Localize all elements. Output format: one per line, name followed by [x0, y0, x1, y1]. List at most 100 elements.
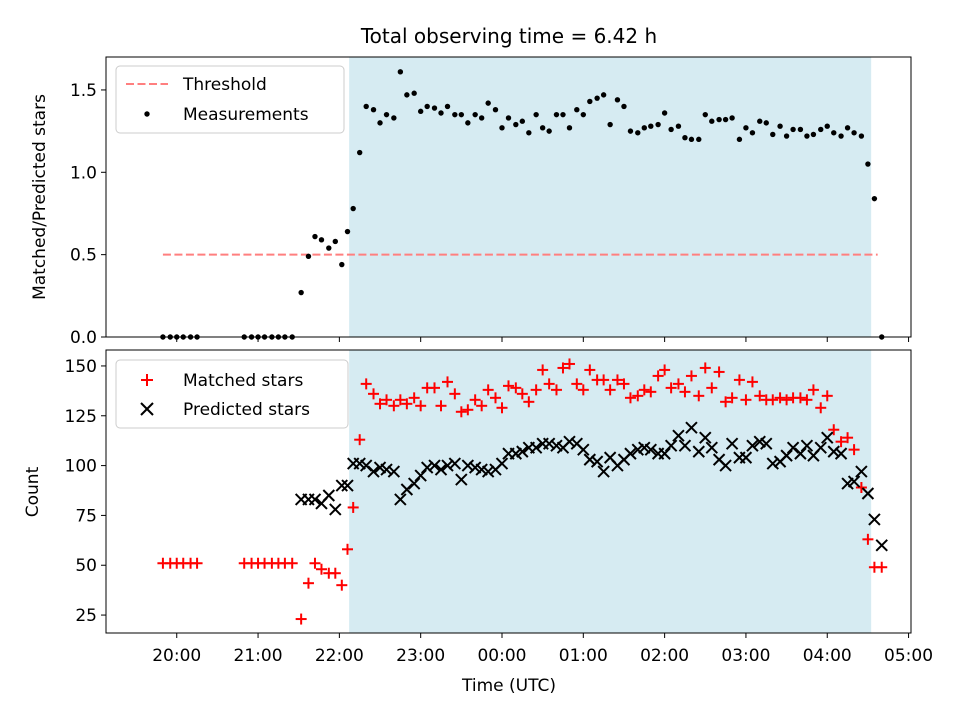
predicted-star-point	[341, 479, 354, 492]
legend-matched-label: Matched stars	[183, 371, 303, 391]
legend-predicted-marker	[140, 402, 154, 416]
measurement-point	[743, 125, 749, 131]
matched-star-point	[828, 424, 840, 436]
legend-predicted-label: Predicted stars	[183, 400, 310, 420]
measurement-point	[539, 125, 546, 131]
measurement-point	[485, 100, 491, 106]
predicted-star-point	[624, 447, 637, 460]
matched-star-point	[740, 394, 752, 406]
matched-star-point	[302, 577, 314, 589]
measurement-point	[458, 111, 465, 118]
measurement-point	[580, 111, 587, 118]
predicted-star-point	[699, 431, 712, 444]
x-tick-label: 23:00	[396, 646, 445, 666]
measurement-point	[298, 289, 304, 296]
matched-star-point	[624, 392, 636, 404]
matched-star-point	[659, 364, 671, 376]
matched-star-point	[618, 378, 630, 390]
matched-star-point	[685, 370, 697, 382]
matched-star-point	[360, 378, 372, 390]
measurement-point	[312, 233, 318, 240]
measurement-point	[790, 126, 796, 133]
matched-star-point	[855, 482, 867, 494]
bottom-legend-box	[115, 359, 349, 429]
predicted-star-point	[821, 431, 834, 444]
legend-measurements-label: Measurements	[183, 105, 309, 125]
matched-star-point	[706, 382, 718, 394]
matched-star-point	[368, 388, 380, 400]
matched-star-point	[801, 394, 813, 406]
measurement-point	[696, 136, 702, 143]
predicted-star-point	[387, 465, 401, 478]
matched-star-point	[604, 384, 616, 396]
x-tick-label: 02:00	[640, 646, 689, 666]
matched-star-point	[571, 378, 583, 390]
y-tick-label: 0.0	[70, 328, 97, 348]
top-legend-box	[115, 65, 345, 134]
measurement-point	[397, 69, 404, 75]
measurement-point	[492, 107, 499, 113]
matched-star-point	[774, 392, 786, 404]
y-tick-label: 75	[75, 506, 97, 526]
measurement-point	[675, 123, 682, 129]
matched-star-point	[286, 557, 298, 569]
matched-star-point	[632, 390, 644, 402]
measurement-point	[404, 92, 410, 98]
measurement-point	[505, 115, 512, 121]
predicted-star-point	[685, 421, 698, 434]
measurement-point	[478, 115, 485, 121]
measurement-point	[417, 108, 424, 115]
y-tick-label: 25	[75, 606, 97, 626]
matched-star-point	[394, 394, 406, 406]
measurement-point	[635, 130, 641, 136]
matched-star-point	[429, 382, 441, 394]
top-y-axis: 0.0 0.5 1.0 1.5	[70, 81, 106, 348]
predicted-star-point	[800, 439, 814, 452]
predicted-star-point	[590, 455, 604, 468]
predicted-star-point	[414, 469, 427, 482]
measurement-point	[553, 111, 560, 118]
predicted-star-point	[441, 459, 454, 472]
measurement-point	[444, 103, 451, 110]
measurement-point	[452, 111, 458, 118]
matched-star-point	[469, 394, 481, 406]
matched-star-point	[496, 402, 508, 414]
matched-star-point	[476, 400, 488, 412]
matched-star-point	[354, 434, 366, 446]
measurement-point	[641, 125, 647, 131]
predicted-star-point	[766, 457, 779, 470]
predicted-star-point	[746, 439, 759, 452]
legend-measurements-marker	[144, 111, 150, 117]
matched-star-point	[862, 533, 874, 545]
predicted-star-point	[814, 441, 827, 454]
measurement-point	[318, 237, 325, 243]
measurement-point	[824, 123, 830, 129]
predicted-star-point	[597, 465, 610, 478]
predicted-star-point	[868, 513, 881, 526]
predicted-star-point	[516, 445, 529, 458]
measurement-point	[339, 261, 345, 268]
predicted-star-point	[329, 503, 342, 516]
measurement-point	[350, 205, 356, 212]
predicted-star-point	[664, 439, 678, 452]
matched-star-point	[598, 374, 610, 386]
predicted-star-point	[563, 435, 576, 448]
measurement-point	[871, 195, 878, 202]
predicted-star-point	[719, 459, 732, 472]
measurement-point	[648, 123, 654, 129]
bottom-x-axis: 20:00 21:00 22:00 23:00 00:00 01:00 02:00 03:00…	[152, 633, 933, 666]
measurement-point	[627, 128, 634, 134]
x-tick-label: 04:00	[803, 646, 852, 666]
matched-star-point	[835, 436, 847, 448]
y-tick-label: 125	[65, 407, 97, 427]
measurement-point	[709, 118, 715, 124]
bottom-panel: 25 50 75 100 125 150 20:00 21:00 22:00 23:00 00:0…	[23, 349, 933, 696]
measurement-point	[391, 115, 397, 121]
matched-star-point	[713, 366, 725, 378]
predicted-star-point	[861, 487, 875, 500]
matched-star-point	[645, 386, 657, 398]
bottom-y-axis: 25 50 75 100 125 150	[65, 357, 106, 626]
predicted-star-point	[407, 477, 421, 490]
measurement-point	[370, 107, 377, 113]
matched-star-point	[767, 394, 779, 406]
